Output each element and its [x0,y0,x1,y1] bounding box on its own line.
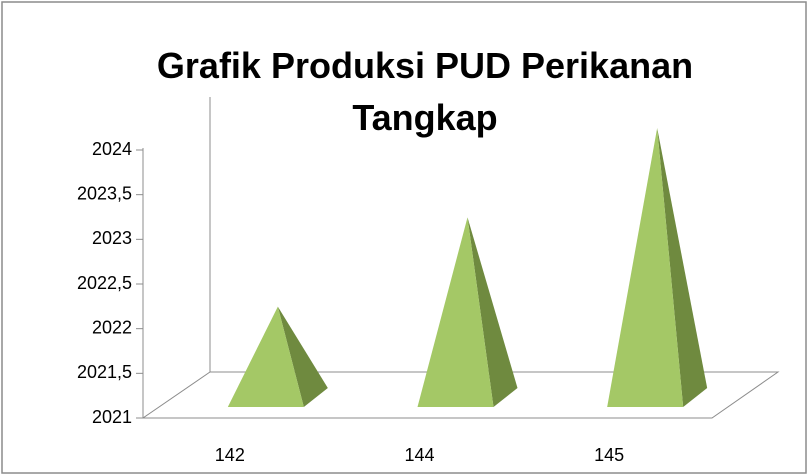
y-tick-label: 2021,5 [77,362,132,382]
x-tick-label: 145 [594,445,624,465]
x-tick-label: 142 [215,445,245,465]
y-tick-label: 2022,5 [77,273,132,293]
y-tick-label: 2024 [92,139,132,159]
pyramid-side [657,128,708,407]
pyramid-side [277,306,328,407]
y-tick-label: 2021 [92,407,132,427]
x-tick-label: 144 [404,445,434,465]
pyramid [607,128,684,407]
pyramid [417,217,494,407]
chart-title: Grafik Produksi PUD Perikanan Tangkap [156,45,694,138]
pyramid-side [467,217,518,407]
y-tick-label: 2023 [92,228,132,248]
pyramid [227,306,304,407]
y-tick-label: 2022 [92,317,132,337]
y-tick-label: 2023,5 [77,183,132,203]
